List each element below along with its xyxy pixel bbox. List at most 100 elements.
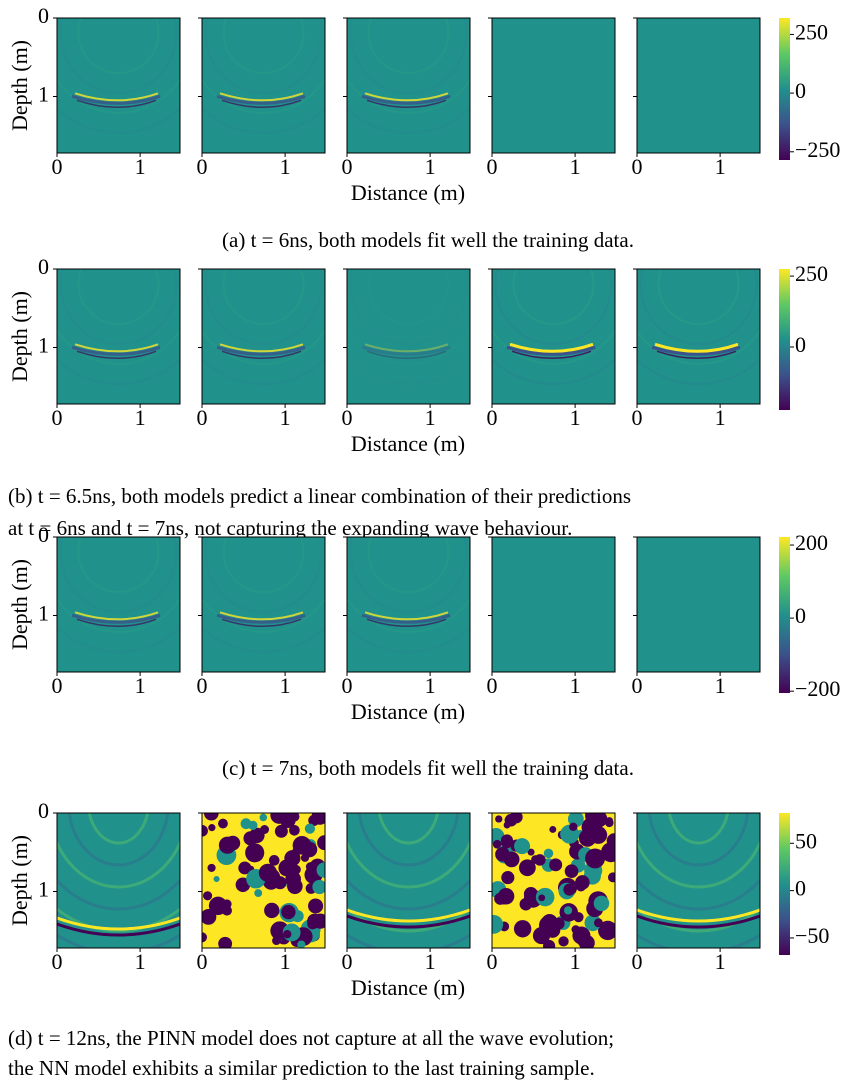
y-tick-label: 1 [38,601,49,626]
ring [667,813,730,845]
reflector [364,343,449,353]
colorbar-tick-label: 200 [795,530,828,555]
x-tick-label: 0 [487,154,498,179]
reflector [221,350,302,360]
noise-blob [501,837,513,849]
caption: the NN model exhibits a similar predicti… [8,1056,595,1080]
noise-blob [503,821,511,829]
heatmap [202,537,325,672]
reflector [74,611,159,621]
noise-blob [260,825,270,834]
noise-blob [307,918,318,930]
ring [202,78,325,114]
reflector [76,99,157,109]
noise-blob [563,883,576,896]
noise-blob [549,858,563,872]
heatmap [57,269,180,404]
colorbar-tick-label: 0 [795,78,806,103]
noise-blob [304,823,316,834]
texture [202,18,325,134]
x-tick-label: 1 [135,949,146,974]
noise-blob [207,863,216,872]
ring [57,597,180,633]
ring [347,597,470,633]
noise-blob [274,824,288,838]
ring [347,907,470,933]
colorbar-tick-label: 0 [795,603,806,628]
frame [491,812,616,949]
x-tick-label: 1 [715,154,726,179]
noise-blob [607,872,615,883]
x-tick-label: 1 [425,154,436,179]
noise-blob [202,825,208,837]
x-tick-label: 1 [425,673,436,698]
texture [347,537,470,653]
texture [202,813,325,948]
texture [202,269,325,385]
noise-blob [534,854,546,866]
ring [347,107,470,134]
x-tick-label: 1 [570,154,581,179]
heatmap [57,18,180,153]
x-tick-label: 0 [342,405,353,430]
ring [637,878,760,911]
noise-blob [575,875,590,890]
front [57,922,180,937]
ring [349,537,468,613]
reflector [364,92,449,102]
ring [204,18,323,94]
reflector [654,342,739,353]
reflector [506,345,596,356]
texture [492,269,615,385]
ring [202,626,325,653]
ring [512,269,595,325]
ring [222,537,305,593]
noise-blob [571,925,580,934]
noise-blob [585,813,604,826]
noise-blob [243,831,258,846]
noise-blob [316,862,325,878]
noise-blob [549,825,557,833]
x-tick-label: 0 [52,405,63,430]
noise-blob [501,871,515,885]
texture [347,813,470,948]
ring [347,878,470,911]
reflector [511,350,592,360]
x-tick-label: 1 [280,673,291,698]
noise-blob [576,932,591,947]
frame [56,812,181,949]
front [57,916,180,931]
noise-blob [240,818,252,830]
ring [77,537,160,593]
x-tick-label: 0 [52,949,63,974]
front [637,908,760,923]
texture [347,18,470,134]
field [492,18,615,153]
heatmap [492,537,615,672]
ring [639,269,758,345]
ring [222,18,305,74]
noise-blob [598,920,615,941]
ring [204,269,323,345]
x-axis-label: Distance (m) [351,180,465,205]
reflector [219,92,304,102]
noise-blob [289,824,300,836]
noise-blob [213,876,220,883]
reflector [71,94,161,105]
noise-blob [563,906,573,915]
noise-blob [225,835,241,851]
y-tick-label: 0 [38,522,49,547]
x-tick-label: 0 [632,154,643,179]
frame [201,268,326,405]
field [492,537,615,672]
frame [346,17,471,154]
field [202,269,325,404]
field [202,537,325,672]
x-tick-label: 1 [425,405,436,430]
noise-blob [292,835,312,855]
noise-blob [578,829,597,847]
frame [56,17,181,154]
noise-blob [238,861,252,875]
noise-blob [527,848,535,856]
x-tick-label: 0 [487,673,498,698]
